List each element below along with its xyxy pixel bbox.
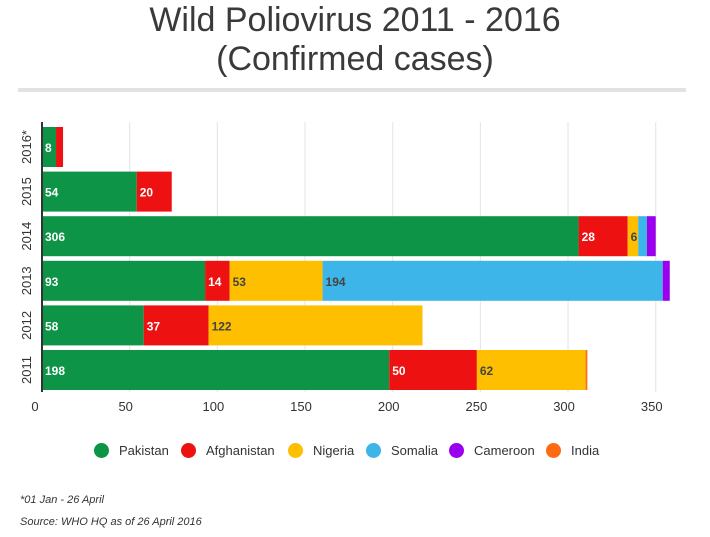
data-label: 50 (392, 364, 406, 378)
data-label: 58 (45, 319, 59, 333)
data-labels: 8 54 20 306 28 6 93 14 53 194 58 37 122 198 50 62 (45, 141, 638, 378)
data-label: 28 (582, 230, 596, 244)
bar-afghanistan-2012 (143, 305, 209, 346)
category-label: 2013 (19, 266, 34, 295)
category-label: 2016* (19, 130, 34, 164)
x-tick-labels: 0 50 100 150 200 250 300 350 (31, 399, 662, 414)
legend-swatch (366, 442, 381, 458)
bar-segments (42, 127, 670, 390)
bar-somalia-2014 (638, 216, 647, 257)
legend-item-pakistan: Pakistan (94, 441, 169, 459)
bar-nigeria-2011 (476, 350, 586, 390)
x-tick-label: 150 (290, 399, 312, 414)
category-label: 2012 (19, 311, 34, 340)
bar-afghanistan-2015 (136, 171, 172, 212)
data-label: 194 (326, 275, 346, 289)
chart-title-line-2: (Confirmed cases) (216, 40, 494, 78)
bar-pakistan-2011 (42, 350, 390, 390)
bar-india-2011 (585, 350, 588, 390)
source-note: Source: WHO HQ as of 26 April 2016 (20, 516, 202, 528)
bar-afghanistan-2013 (205, 260, 230, 301)
data-label: 37 (147, 319, 161, 333)
legend-item-cameroon: Cameroon (449, 441, 535, 459)
legend-item-somalia: Somalia (366, 441, 438, 459)
bar-pakistan-2016 (42, 127, 57, 167)
x-tick-label: 0 (31, 399, 38, 414)
data-label: 6 (631, 230, 638, 244)
x-tick-label: 350 (641, 399, 663, 414)
bar-pakistan-2013 (42, 260, 206, 301)
legend-swatch (288, 442, 303, 458)
category-labels: 2016* 2015 2014 2013 2012 2011 (19, 130, 34, 384)
gridlines (129, 122, 657, 392)
bar-nigeria-2013 (229, 260, 323, 301)
bar-nigeria-2014 (627, 216, 639, 257)
x-tick-label: 250 (466, 399, 488, 414)
data-label: 198 (45, 364, 65, 378)
category-label: 2011 (19, 356, 34, 384)
x-tick-label: 50 (118, 399, 132, 414)
data-label: 8 (45, 141, 52, 155)
legend-swatch (449, 442, 464, 458)
bar-afghanistan-2016 (56, 127, 64, 167)
data-label: 53 (233, 275, 247, 289)
legend-label: India (571, 442, 600, 458)
data-label: 62 (480, 364, 494, 378)
legend-item-india: India (546, 441, 599, 459)
data-label: 20 (140, 186, 154, 200)
chart-title-line-1: Wild Poliovirus 2011 - 2016 (149, 1, 561, 39)
category-label: 2014 (19, 222, 34, 251)
legend-swatch (546, 442, 561, 458)
bar-cameroon-2013 (662, 260, 670, 301)
bar-somalia-2013 (322, 260, 663, 301)
title-divider (18, 88, 686, 92)
legend-label: Afghanistan (206, 442, 275, 458)
legend-swatch (181, 442, 196, 458)
data-label: 54 (45, 186, 59, 200)
data-label: 14 (208, 275, 222, 289)
bar-cameroon-2014 (646, 216, 656, 257)
legend-item-nigeria: Nigeria (288, 441, 354, 459)
bar-pakistan-2014 (42, 216, 579, 257)
legend-label: Pakistan (119, 442, 169, 458)
bar-afghanistan-2014 (578, 216, 628, 257)
bar-pakistan-2012 (42, 305, 144, 346)
legend-swatch (94, 442, 109, 458)
bar-nigeria-2012 (208, 305, 423, 346)
legend-label: Nigeria (313, 442, 355, 458)
bar-afghanistan-2011 (389, 350, 477, 390)
stacked-bar-chart: 8 54 20 306 28 6 93 14 53 194 58 37 122 198 50 62 2016*… (19, 122, 670, 414)
data-label: 122 (212, 319, 232, 333)
category-label: 2015 (19, 177, 34, 206)
footnote: *01 Jan - 26 April (20, 494, 104, 506)
x-tick-label: 200 (378, 399, 400, 414)
x-tick-label: 300 (553, 399, 575, 414)
legend-label: Somalia (391, 442, 438, 458)
data-label: 306 (45, 230, 65, 244)
legend-label: Cameroon (474, 442, 535, 458)
legend-item-afghanistan: Afghanistan (181, 441, 275, 459)
x-tick-label: 100 (202, 399, 224, 414)
bar-pakistan-2015 (42, 171, 137, 212)
data-label: 93 (45, 275, 59, 289)
